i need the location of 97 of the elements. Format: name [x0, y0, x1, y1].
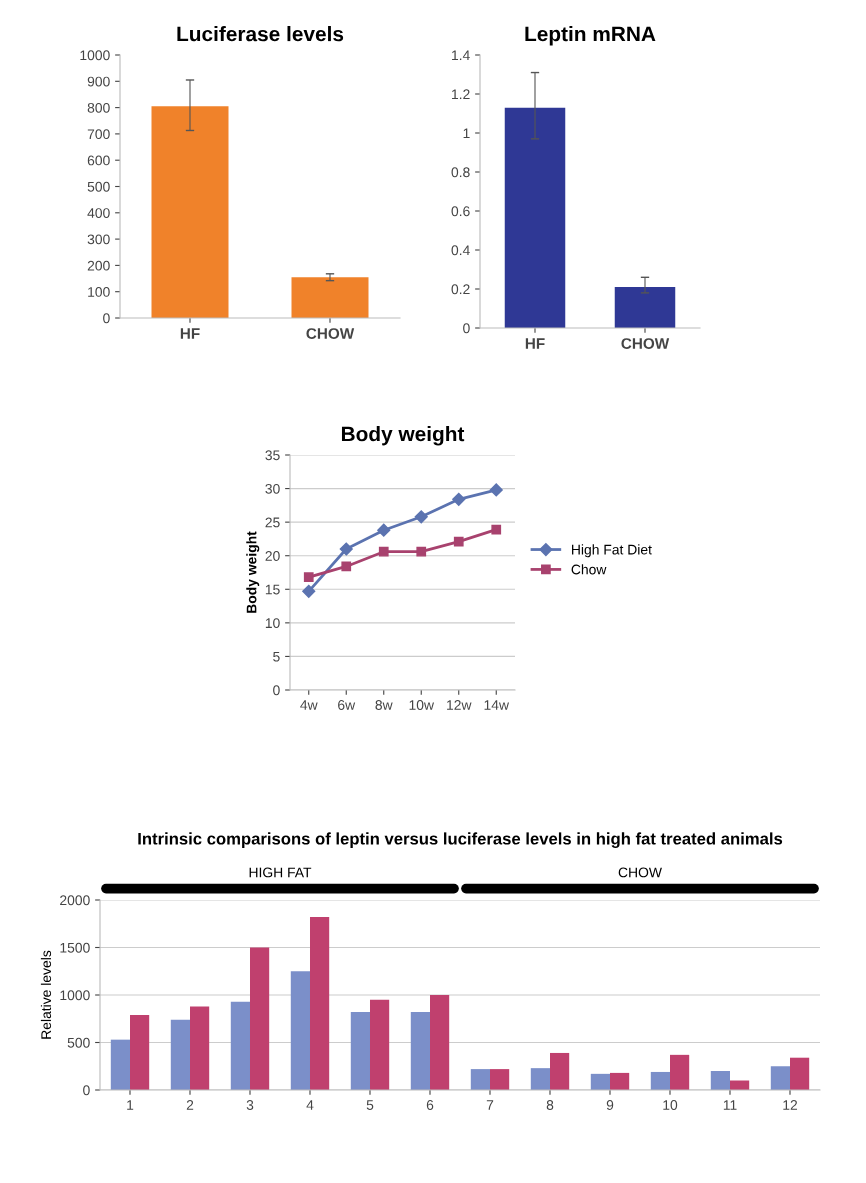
y-axis-title: Relative levels [40, 950, 52, 1039]
x-tick-label: 11 [723, 1100, 737, 1110]
bar [430, 995, 450, 1090]
point [489, 483, 503, 497]
x-tick-label: 10 [663, 1100, 678, 1110]
bar [130, 1014, 150, 1090]
y-tick-label: 15 [265, 584, 280, 595]
y-tick-label: 0 [103, 313, 110, 324]
y-tick-label: 30 [265, 483, 280, 494]
x-tick-label: 4 [306, 1100, 314, 1110]
y-tick-label: 0.6 [451, 206, 470, 217]
y-tick-label: 35 [265, 450, 280, 461]
x-tick-label: 12w [447, 700, 472, 710]
bar [610, 1072, 630, 1090]
point [303, 572, 314, 583]
y-tick-label: 800 [87, 102, 110, 113]
y-tick-label: 1500 [60, 942, 90, 953]
y-tick-label: 1000 [60, 990, 90, 1001]
y-tick-label: 0.2 [451, 284, 470, 295]
y-tick-label: 0 [273, 685, 280, 696]
y-tick-label: 20 [265, 551, 280, 561]
x-tick-label: 12 [783, 1100, 798, 1110]
chart-title: Luciferase levels [177, 26, 344, 42]
x-tick-label: 6w [338, 700, 356, 710]
x-tick-label: 2 [186, 1100, 194, 1110]
x-tick-label: 10w [409, 700, 435, 710]
x-tick-label: 8w [375, 700, 393, 710]
chart-title: Intrinsic comparisons of leptin versus luciferase levels in high fat treated animals [138, 832, 783, 848]
bar [170, 1019, 190, 1090]
x-tick-label: 9 [606, 1100, 614, 1110]
x-tick-label: 5 [366, 1100, 374, 1110]
x-tick-label: 14w [484, 700, 510, 710]
bar [230, 1001, 250, 1090]
bar [190, 1006, 210, 1090]
point [302, 584, 316, 598]
x-tick-label: 7 [486, 1100, 494, 1110]
point [416, 546, 427, 557]
y-tick-label: 100 [88, 287, 110, 297]
chart-title: Leptin mRNA [525, 26, 656, 46]
point [339, 542, 353, 556]
point [414, 510, 428, 524]
bar [110, 1039, 130, 1090]
bar [550, 1052, 570, 1090]
y-tick-label: 400 [87, 208, 110, 218]
bar [790, 1057, 810, 1090]
bar [650, 1071, 670, 1090]
y-tick-label: 10 [265, 618, 280, 629]
y-tick-label: 500 [67, 1037, 90, 1048]
x-tick-label: HF [180, 328, 200, 339]
bar [310, 917, 330, 1090]
bar [670, 1054, 690, 1090]
y-tick-label: 700 [87, 129, 110, 140]
y-tick-label: 1000 [80, 50, 110, 61]
x-tick-label: 6 [426, 1100, 434, 1110]
x-tick-label: HF [525, 338, 545, 349]
bar [530, 1068, 550, 1090]
y-tick-label: 1.2 [452, 89, 470, 100]
y-tick-label: 300 [87, 234, 110, 245]
point [453, 536, 464, 547]
x-tick-label: 3 [246, 1100, 254, 1110]
point [377, 523, 391, 537]
y-tick-label: 600 [87, 155, 110, 166]
bar [290, 971, 310, 1090]
y-tick-label: 5 [273, 651, 280, 662]
point [341, 561, 352, 572]
bar [710, 1071, 730, 1090]
legend-label: Chow [571, 564, 607, 575]
bar [470, 1069, 490, 1090]
bar [410, 1012, 430, 1090]
x-tick-label: 4w [300, 700, 318, 710]
y-tick-label: 2000 [60, 895, 90, 906]
y-tick-label: 0 [83, 1085, 90, 1096]
y-tick-label: 0.4 [451, 245, 470, 256]
bar [350, 1012, 370, 1090]
y-tick-label: 25 [265, 517, 280, 528]
x-tick-label: 1 [127, 1100, 134, 1110]
bar [250, 947, 270, 1090]
point [491, 524, 502, 535]
y-tick-label: 0.8 [451, 167, 470, 178]
legend-label: High Fat Diet [572, 544, 652, 558]
text: CHOW [618, 867, 662, 878]
bar [490, 1069, 510, 1090]
chart-title: Body weight [341, 426, 465, 446]
y-tick-label: 200 [87, 260, 110, 271]
y-tick-label: 0 [463, 323, 470, 334]
y-tick-label: 500 [87, 181, 110, 192]
point [378, 546, 389, 557]
point [452, 492, 466, 506]
bar [770, 1066, 790, 1090]
bar [590, 1073, 610, 1090]
y-tick-label: 900 [87, 76, 110, 87]
bar [370, 999, 390, 1090]
y-tick-label: 1.4 [452, 50, 470, 61]
x-tick-label: 8 [546, 1100, 554, 1110]
y-tick-label: 1 [463, 128, 470, 139]
text: HIGH FAT [249, 867, 312, 878]
y-axis-title: Body weight [246, 531, 260, 613]
